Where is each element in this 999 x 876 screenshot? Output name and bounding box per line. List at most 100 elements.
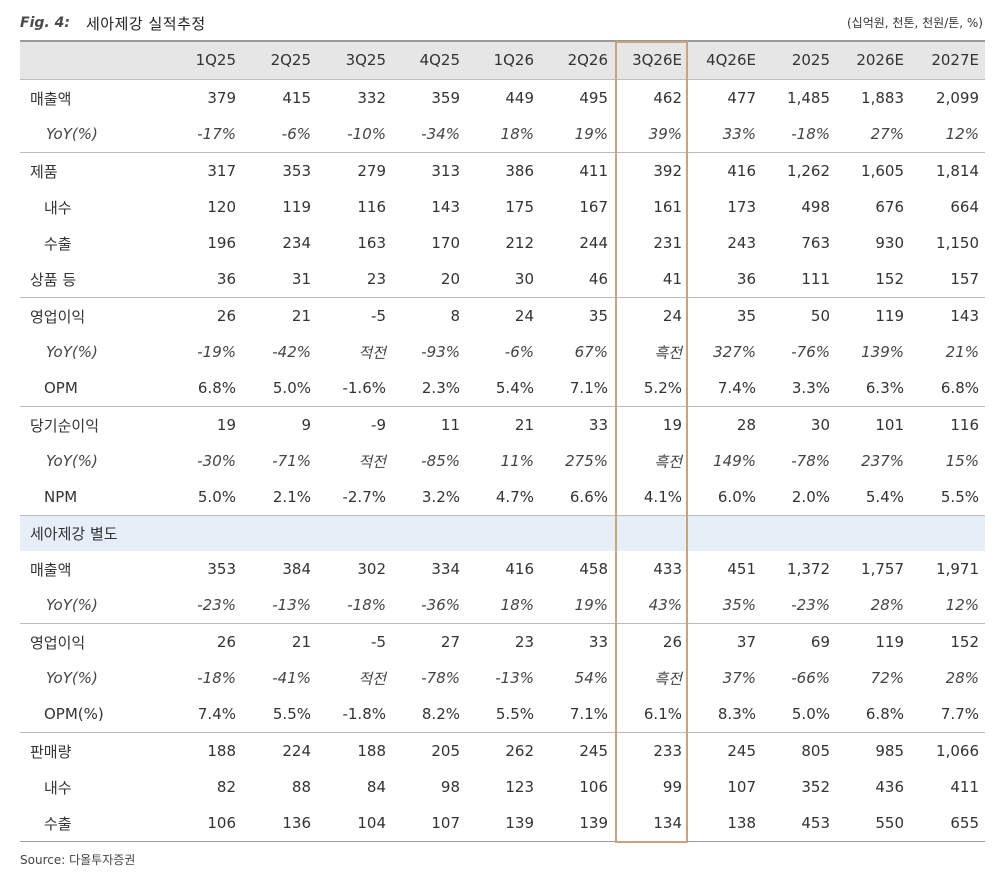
table-cell: 143	[910, 297, 985, 334]
table-cell: 54%	[574, 669, 608, 687]
table-cell: 101	[836, 406, 910, 443]
table-cell: 1,372	[787, 560, 830, 578]
table-cell: -66%	[791, 669, 830, 687]
table-row: 상품 등 36 31 23 20 30 46 41 36 111 152 157	[20, 261, 985, 298]
table-cell: 676	[875, 198, 904, 216]
table-row: 영업이익 26 21 -5 27 23 33 26 37 69 119 152	[20, 623, 985, 660]
table-cell: 26	[175, 297, 242, 334]
table-cell: 149%	[713, 452, 756, 470]
table-cell: 2.0%	[791, 488, 830, 506]
table-cell: 188	[175, 732, 242, 769]
table-cell: 138	[688, 805, 762, 842]
row-label: OPM	[44, 379, 78, 397]
table-row: YoY(%) -30% -71% 적전 -85% 11% 275% 흑전 149% -78% 237…	[20, 443, 985, 479]
table-row: OPM 6.8% 5.0% -1.6% 2.3% 5.4% 7.1% 5.2% 7.4% 3.3%…	[20, 370, 985, 407]
top-rule	[20, 40, 985, 42]
table-cell: 1,814	[910, 152, 985, 189]
table-cell: 106	[579, 778, 608, 796]
table-cell: 233	[614, 732, 688, 769]
table-cell	[242, 515, 317, 551]
table-cell: 104	[317, 805, 392, 842]
row-label: 당기순이익	[20, 406, 175, 443]
table-cell: 24	[466, 297, 540, 334]
table-cell: 453	[762, 805, 836, 842]
table-cell: 20	[440, 270, 460, 288]
table-cell: 302	[357, 560, 386, 578]
table-cell: 19	[175, 406, 242, 443]
table-cell: 119	[282, 198, 311, 216]
table-cell: 136	[242, 805, 317, 842]
table-cell: -5	[317, 623, 392, 660]
table-cell: 82	[216, 778, 236, 796]
table-cell: 327%	[713, 343, 756, 361]
table-row: 수출 196 234 163 170 212 244 231 243 763 930 1,150	[20, 225, 985, 261]
table-cell: 6.6%	[569, 488, 608, 506]
table-cell: 416	[688, 152, 762, 189]
table-cell: 1,150	[936, 234, 979, 252]
table-cell: 8	[392, 297, 466, 334]
table-cell: 384	[282, 560, 311, 578]
table-cell: -78%	[791, 452, 830, 470]
table-cell: 139	[540, 805, 614, 842]
table-cell: 11	[392, 406, 466, 443]
table-cell: 550	[836, 805, 910, 842]
table-cell: 1,605	[836, 152, 910, 189]
table-cell: 99	[662, 778, 682, 796]
table-cell: 449	[466, 79, 540, 116]
table-row: YoY(%) -18% -41% 적전 -78% -13% 54% 흑전 37% -66% 72% 2…	[20, 660, 985, 696]
table-cell: 477	[688, 79, 762, 116]
table-cell: 2.3%	[421, 379, 460, 397]
table-row: NPM 5.0% 2.1% -2.7% 3.2% 4.7% 6.6% 4.1% 6.0% 2.0%…	[20, 479, 985, 516]
table-cell: 805	[762, 732, 836, 769]
table-cell: 5.0%	[197, 488, 236, 506]
table-cell: 37	[688, 623, 762, 660]
table-cell: 224	[242, 732, 317, 769]
table-cell: 46	[588, 270, 608, 288]
table-cell: 134	[614, 805, 688, 842]
table-cell: 98	[440, 778, 460, 796]
table-cell: -18%	[197, 669, 236, 687]
units-note: (십억원, 천톤, 천원/톤, %)	[846, 16, 983, 30]
table-row: OPM(%) 7.4% 5.5% -1.8% 8.2% 5.5% 7.1% 6.1% 8.3% 5…	[20, 696, 985, 733]
table-cell: 173	[727, 198, 756, 216]
table-cell: 18%	[500, 596, 534, 614]
table-cell: 33	[540, 623, 614, 660]
table-cell: 37%	[722, 669, 756, 687]
table-cell: 1,971	[936, 560, 979, 578]
table-cell	[614, 515, 688, 551]
table-cell: 170	[431, 234, 460, 252]
table-cell: -1.6%	[342, 379, 386, 397]
table-cell: -6%	[504, 343, 534, 361]
table-cell: 36	[736, 270, 756, 288]
table-cell: 411	[540, 152, 614, 189]
table-cell: -23%	[791, 596, 830, 614]
table-body: 매출액 379 415 332 359 449 495 462 477 1,485 1,883 2,0…	[20, 79, 985, 842]
table-cell: 458	[579, 560, 608, 578]
table-cell: 7.4%	[197, 705, 236, 723]
table-cell: 119	[836, 623, 910, 660]
table-cell: 245	[688, 732, 762, 769]
table-cell: 262	[466, 732, 540, 769]
table-cell: 28%	[945, 669, 979, 687]
table-cell: 15%	[945, 452, 979, 470]
table-row: 매출액 379 415 332 359 449 495 462 477 1,485 1,883 2,0…	[20, 79, 985, 116]
column-header: 2025	[791, 51, 830, 69]
table-cell: 334	[431, 560, 460, 578]
table-cell: 6.1%	[643, 705, 682, 723]
column-header: 2027E	[931, 51, 979, 69]
table-cell: 4.1%	[643, 488, 682, 506]
row-label: NPM	[44, 488, 78, 506]
row-label: YoY(%)	[46, 669, 98, 687]
table-cell: 6.3%	[865, 379, 904, 397]
table-row: 판매량 188 224 188 205 262 245 233 245 805 985 1,066	[20, 732, 985, 769]
table-cell: -19%	[197, 343, 236, 361]
table-cell: -13%	[272, 596, 311, 614]
column-header: 3Q25	[345, 51, 386, 69]
table-cell: 143	[431, 198, 460, 216]
table-cell: -2.7%	[342, 488, 386, 506]
table-row: 내수 120 119 116 143 175 167 161 173 498 676 664	[20, 189, 985, 225]
table-cell: 4.7%	[495, 488, 534, 506]
table-cell: 231	[653, 234, 682, 252]
table-cell: 35	[540, 297, 614, 334]
table-cell: 적전	[358, 669, 386, 688]
